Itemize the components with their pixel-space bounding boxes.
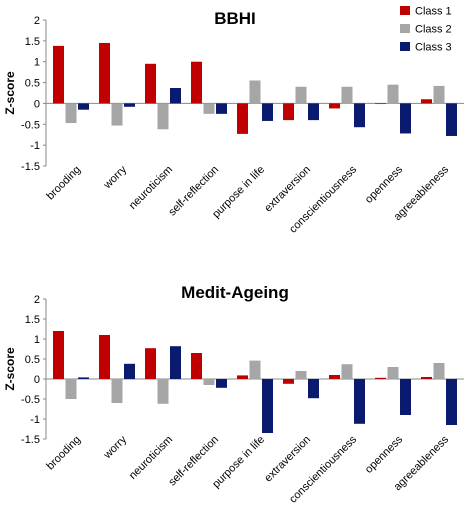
- bar-class-1-purpose-in-life: [237, 103, 248, 134]
- y-tick-label: -1: [30, 414, 40, 426]
- bar-class-1-conscientiousness: [329, 375, 340, 379]
- bar-class-3-agreeableness: [446, 103, 457, 136]
- chart-title: BBHI: [214, 9, 256, 28]
- y-tick-label: 0.5: [25, 354, 40, 366]
- bar-class-2-worry: [111, 103, 123, 126]
- bar-class-3-brooding: [78, 377, 89, 379]
- bar-class-2-worry: [111, 379, 123, 403]
- bar-class-1-neuroticism: [145, 348, 156, 379]
- bar-class-1-brooding: [53, 331, 64, 379]
- bar-class-1-worry: [99, 42, 110, 104]
- y-tick-label: 2: [34, 15, 40, 27]
- y-axis-label: Z-score: [3, 71, 17, 115]
- y-tick-label: 1: [34, 334, 40, 346]
- bar-class-2-purpose-in-life: [249, 80, 261, 104]
- bar-class-3-neuroticism: [170, 87, 181, 104]
- bar-class-2-self-reflection: [203, 103, 215, 114]
- chart-title: Medit-Ageing: [181, 283, 289, 302]
- bar-class-1-conscientiousness: [329, 103, 340, 109]
- bar-class-2-extraversion: [295, 371, 307, 379]
- bar-class-1-extraversion: [283, 379, 294, 384]
- y-tick-label: 1: [34, 57, 40, 69]
- category-label: extraversion: [262, 164, 313, 215]
- category-label: neuroticism: [127, 164, 175, 212]
- legend-label-2: Class 2: [415, 24, 452, 36]
- category-label: openness: [363, 163, 406, 206]
- bar-class-2-purpose-in-life: [249, 360, 261, 379]
- bar-class-2-neuroticism: [157, 379, 169, 404]
- legend-swatch-1: [400, 6, 410, 15]
- category-label: extraversion: [262, 434, 313, 485]
- bar-class-1-openness: [375, 377, 386, 379]
- category-label: brooding: [44, 164, 83, 203]
- category-label: worry: [101, 163, 130, 192]
- bar-class-3-purpose-in-life: [262, 379, 273, 433]
- bar-class-2-brooding: [65, 379, 77, 399]
- bar-class-3-extraversion: [308, 379, 319, 399]
- bar-class-2-self-reflection: [203, 379, 215, 385]
- bar-class-3-self-reflection: [216, 103, 227, 114]
- bar-class-2-extraversion: [295, 86, 307, 104]
- legend-swatch-3: [400, 42, 410, 51]
- bar-class-1-self-reflection: [191, 61, 202, 104]
- bar-class-2-neuroticism: [157, 103, 169, 130]
- bar-class-1-brooding: [53, 45, 64, 104]
- legend-label-1: Class 1: [415, 6, 452, 18]
- bar-class-3-conscientiousness: [354, 379, 365, 424]
- bar-class-2-agreeableness: [433, 85, 445, 104]
- bar-class-2-conscientiousness: [341, 86, 353, 104]
- bar-class-3-agreeableness: [446, 379, 457, 425]
- bar-class-2-openness: [387, 84, 399, 104]
- bar-class-3-brooding: [78, 103, 89, 110]
- category-label: openness: [363, 433, 406, 476]
- bar-class-3-neuroticism: [170, 346, 181, 379]
- category-label: worry: [101, 433, 130, 462]
- y-tick-label: 0.5: [25, 78, 40, 90]
- y-tick-label: -1.5: [21, 161, 40, 173]
- bar-class-1-agreeableness: [421, 377, 432, 379]
- bar-class-3-extraversion: [308, 103, 319, 121]
- legend-swatch-2: [400, 24, 410, 33]
- bar-class-3-openness: [400, 103, 411, 134]
- bar-class-3-purpose-in-life: [262, 103, 273, 121]
- y-tick-label: 2: [34, 294, 40, 306]
- bar-class-1-self-reflection: [191, 353, 202, 379]
- bar-class-1-worry: [99, 335, 110, 379]
- y-tick-label: -1: [30, 140, 40, 152]
- bar-class-2-conscientiousness: [341, 364, 353, 379]
- bar-class-3-conscientiousness: [354, 103, 365, 128]
- bar-class-2-agreeableness: [433, 363, 445, 379]
- bar-class-3-self-reflection: [216, 379, 227, 388]
- bar-class-2-openness: [387, 367, 399, 379]
- y-tick-label: 1.5: [25, 314, 40, 326]
- category-label: neuroticism: [127, 434, 175, 482]
- y-tick-label: -0.5: [21, 119, 40, 131]
- y-tick-label: 1.5: [25, 36, 40, 48]
- bar-class-1-extraversion: [283, 103, 294, 121]
- y-tick-label: 0: [34, 374, 40, 386]
- y-axis-label: Z-score: [3, 347, 17, 391]
- bar-class-3-worry: [124, 363, 135, 379]
- bar-class-2-brooding: [65, 103, 77, 124]
- bar-class-3-openness: [400, 379, 411, 415]
- bar-class-3-worry: [124, 103, 135, 107]
- bar-class-1-purpose-in-life: [237, 375, 248, 379]
- y-tick-label: -0.5: [21, 394, 40, 406]
- category-label: brooding: [44, 434, 83, 473]
- bar-class-1-agreeableness: [421, 99, 432, 104]
- bar-class-1-openness: [375, 103, 386, 105]
- legend-label-3: Class 3: [415, 42, 452, 54]
- bar-class-1-neuroticism: [145, 63, 156, 104]
- y-tick-label: -1.5: [21, 434, 40, 446]
- y-tick-label: 0: [34, 98, 40, 110]
